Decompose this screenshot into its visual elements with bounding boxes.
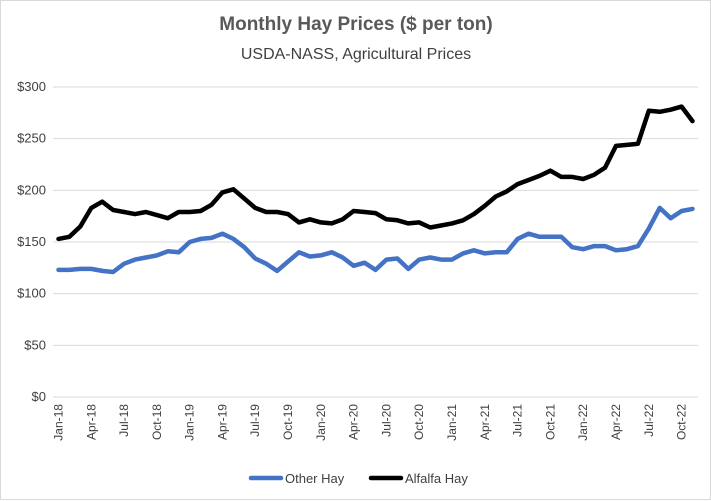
x-tick-label: Apr-18: [84, 404, 98, 440]
legend: Other Hay Alfalfa Hay: [248, 471, 468, 486]
y-tick-label: $200: [17, 182, 46, 197]
chart-title: Monthly Hay Prices ($ per ton): [219, 14, 492, 35]
y-axis-ticks: $0 $50 $100 $150 $200 $250 $300: [17, 79, 46, 404]
chart-subtitle: USDA-NASS, Agricultural Prices: [241, 46, 471, 63]
x-tick-label: Jul-22: [642, 404, 656, 437]
x-tick-label: Jul-19: [248, 404, 262, 437]
x-tick-label: Jan-19: [183, 404, 197, 441]
x-tick-label: Apr-20: [347, 404, 361, 440]
x-tick-label: Oct-21: [543, 404, 557, 440]
x-tick-label: Jan-22: [576, 404, 590, 441]
x-tick-label: Jul-18: [117, 404, 131, 437]
y-tick-label: $150: [17, 234, 46, 249]
x-tick-label: Oct-20: [412, 404, 426, 440]
x-tick-label: Jul-21: [511, 404, 525, 437]
x-tick-label: Jan-20: [314, 404, 328, 441]
y-tick-label: $0: [32, 389, 46, 404]
legend-label: Other Hay: [285, 471, 345, 486]
series-line-other-hay: [56, 205, 695, 275]
x-tick-label: Apr-21: [478, 404, 492, 440]
x-axis-ticks: Jan-18 Apr-18 Jul-18 Oct-18 Jan-19 Apr-19 Jul-…: [51, 404, 688, 441]
y-tick-label: $300: [17, 79, 46, 94]
series-lines: [56, 104, 695, 275]
x-tick-label: Jan-21: [445, 404, 459, 441]
y-tick-label: $50: [24, 337, 46, 352]
x-tick-label: Apr-19: [215, 404, 229, 440]
series-line-alfalfa-hay: [56, 104, 695, 242]
x-tick-label: Jan-18: [51, 404, 65, 441]
x-tick-label: Oct-18: [150, 404, 164, 440]
legend-label: Alfalfa Hay: [405, 471, 468, 486]
x-tick-label: Jul-20: [379, 404, 393, 437]
y-tick-label: $250: [17, 131, 46, 146]
x-tick-label: Apr-22: [609, 404, 623, 440]
x-tick-label: Oct-22: [675, 404, 689, 440]
x-tick-label: Oct-19: [281, 404, 295, 440]
gridlines: [53, 86, 698, 398]
y-tick-label: $100: [17, 286, 46, 301]
